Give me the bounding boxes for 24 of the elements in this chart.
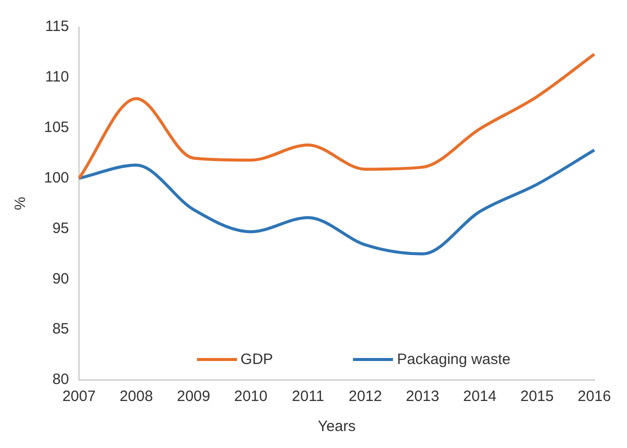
x-axis-title: Years: [318, 418, 356, 436]
x-tick-label: 2016: [578, 388, 612, 406]
y-tick-label: 110: [45, 68, 70, 86]
legend-label: GDP: [240, 351, 274, 368]
y-tick-label: 80: [52, 371, 70, 388]
legend-label: Packaging waste: [397, 351, 510, 368]
y-tick-label: 95: [52, 220, 70, 237]
x-tick-label: 2010: [234, 388, 268, 406]
y-tick-label: 105: [44, 119, 70, 136]
y-tick-label: 100: [44, 169, 70, 186]
y-tick-label: 115: [45, 18, 70, 36]
y-tick-label: 85: [52, 320, 70, 338]
line-series: [78, 148, 596, 256]
y-axis-title: %: [12, 196, 30, 210]
x-tick-label: 2008: [120, 388, 153, 406]
x-tick-label: 2009: [176, 388, 210, 406]
x-tick-label: 2007: [62, 388, 96, 406]
x-tick-label: 2015: [520, 388, 554, 406]
x-tick-label: 2013: [406, 388, 440, 406]
x-tick-label: 2011: [292, 388, 324, 406]
x-tick-label: 2014: [463, 388, 496, 406]
line-series: [78, 52, 596, 180]
x-tick-label: 2012: [348, 388, 382, 406]
y-tick-label: 90: [52, 270, 70, 288]
